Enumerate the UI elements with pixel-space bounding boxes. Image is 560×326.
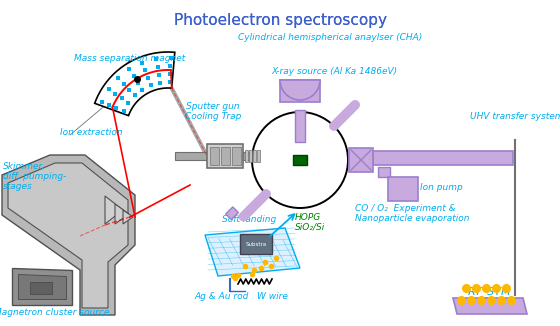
- Bar: [226, 207, 239, 220]
- Bar: [280, 80, 320, 102]
- Bar: [249, 150, 252, 162]
- Bar: [221, 147, 230, 165]
- Polygon shape: [205, 228, 300, 276]
- Text: Substra: Substra: [245, 242, 267, 246]
- Text: Sputter gun: Sputter gun: [186, 102, 240, 111]
- Text: Photoelectron spectroscopy: Photoelectron spectroscopy: [174, 13, 386, 28]
- Text: Ion pump: Ion pump: [420, 183, 463, 192]
- Bar: [293, 155, 307, 165]
- Text: CO / O₂  Experiment &: CO / O₂ Experiment &: [355, 204, 456, 213]
- Polygon shape: [2, 155, 135, 315]
- Text: Magnetron cluster source: Magnetron cluster source: [0, 308, 110, 317]
- Text: SiO₂/Si: SiO₂/Si: [295, 222, 325, 231]
- Bar: [30, 282, 52, 294]
- Text: RT_STM: RT_STM: [468, 286, 512, 297]
- Polygon shape: [123, 210, 133, 224]
- Bar: [243, 152, 265, 160]
- Text: HOPG: HOPG: [295, 213, 321, 222]
- Bar: [253, 150, 256, 162]
- Bar: [295, 110, 305, 142]
- Bar: [245, 150, 248, 162]
- Text: X-ray source (Al Ka 1486eV): X-ray source (Al Ka 1486eV): [272, 67, 398, 76]
- Bar: [373, 151, 513, 165]
- Polygon shape: [18, 274, 66, 299]
- Text: Cylindrical hemispherical anaylser (CHA): Cylindrical hemispherical anaylser (CHA): [238, 33, 422, 42]
- Text: Cooling Trap: Cooling Trap: [185, 112, 241, 121]
- Bar: [232, 147, 241, 165]
- Bar: [210, 147, 219, 165]
- Text: UHV transfer system: UHV transfer system: [470, 112, 560, 121]
- Bar: [257, 150, 260, 162]
- Text: W wire: W wire: [256, 292, 287, 301]
- Polygon shape: [453, 298, 527, 314]
- Polygon shape: [12, 268, 72, 305]
- Text: Photoelectron spectroscopy: Photoelectron spectroscopy: [174, 13, 386, 28]
- Text: Nanoparticle evaporation: Nanoparticle evaporation: [355, 214, 469, 223]
- Text: diff. pumping-: diff. pumping-: [3, 172, 67, 181]
- Text: Mass separation magnet: Mass separation magnet: [74, 54, 185, 63]
- Text: Ion extraction: Ion extraction: [60, 128, 123, 137]
- Polygon shape: [115, 204, 129, 224]
- Polygon shape: [8, 163, 128, 308]
- Bar: [388, 177, 418, 201]
- Bar: [207, 144, 243, 168]
- Polygon shape: [105, 196, 123, 224]
- Circle shape: [252, 112, 348, 208]
- Bar: [175, 152, 207, 160]
- Text: stages: stages: [3, 182, 32, 191]
- Polygon shape: [95, 52, 175, 116]
- Text: Skimmer,: Skimmer,: [3, 162, 45, 171]
- Text: Soft landing: Soft landing: [222, 215, 276, 224]
- Bar: [349, 148, 373, 172]
- Bar: [240, 234, 272, 254]
- Wedge shape: [280, 80, 320, 100]
- Text: Ag & Au rod: Ag & Au rod: [195, 292, 249, 301]
- Bar: [378, 167, 390, 177]
